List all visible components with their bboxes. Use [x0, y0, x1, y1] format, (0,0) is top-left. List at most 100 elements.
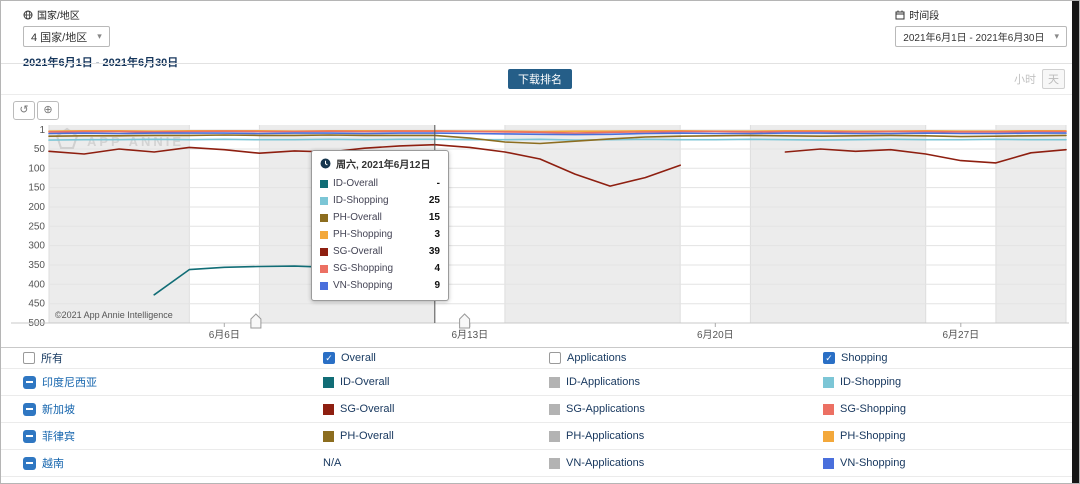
series-item[interactable]: PH-Shopping: [823, 430, 1079, 442]
series-swatch: [549, 457, 560, 469]
series-item[interactable]: VN-Applications: [549, 457, 823, 469]
collapse-icon[interactable]: [23, 375, 36, 389]
period-select[interactable]: 2021年6月1日 - 2021年6月30日 ▾: [895, 26, 1067, 47]
reset-zoom-icon: ↺: [19, 104, 29, 116]
legend-checkbox-applications[interactable]: Applications: [549, 352, 823, 364]
chevron-down-icon: ▾: [97, 31, 102, 41]
chevron-down-icon: ▾: [1054, 31, 1059, 41]
tooltip-row: SG-Overall 39: [320, 243, 440, 260]
series-swatch: [823, 457, 834, 469]
tooltip-row: ID-Overall -: [320, 175, 440, 192]
globe-icon: [23, 10, 33, 19]
series-swatch: [320, 264, 328, 273]
series-swatch: [549, 376, 560, 388]
series-swatch: [823, 403, 834, 415]
svg-text:6月20日: 6月20日: [697, 329, 734, 341]
granularity-hour[interactable]: 小时: [1014, 74, 1036, 86]
svg-text:450: 450: [28, 299, 45, 310]
granularity-day[interactable]: 天: [1042, 69, 1065, 89]
collapse-icon[interactable]: [23, 402, 36, 416]
series-item[interactable]: ID-Shopping: [823, 376, 1079, 388]
series-swatch: [323, 403, 334, 415]
zoom-in-button[interactable]: ⊕: [37, 101, 59, 120]
legend-row-singapore: 新加坡 SG-Overall SG-Applications SG-Shoppi…: [1, 396, 1079, 423]
reset-zoom-button[interactable]: ↺: [13, 101, 35, 120]
legend-checkbox-shopping[interactable]: Shopping: [823, 352, 1079, 364]
calendar-icon: [895, 10, 905, 19]
series-swatch: [320, 281, 328, 290]
legend-checkbox-overall[interactable]: Overall: [323, 352, 549, 364]
country-filter-label: 国家/地区: [23, 7, 178, 22]
country-select[interactable]: 4 国家/地区 ▾: [23, 26, 110, 47]
chart-tooltip: 周六, 2021年6月12日 ID-Overall - ID-Shopping …: [311, 150, 449, 301]
copyright: ©2021 App Annie Intelligence: [55, 310, 173, 320]
tooltip-date: 周六, 2021年6月12日: [336, 160, 431, 171]
country-filter-label-text: 国家/地区: [37, 11, 80, 22]
svg-text:50: 50: [34, 144, 46, 155]
legend-checkbox-all[interactable]: 所有: [23, 350, 323, 366]
tooltip-title: 周六, 2021年6月12日: [320, 156, 440, 171]
clock-icon: [320, 158, 331, 169]
collapse-icon[interactable]: [23, 429, 36, 443]
legend-row-philippines: 菲律宾 PH-Overall PH-Applications PH-Shoppi…: [1, 423, 1079, 450]
series-item[interactable]: PH-Overall: [323, 430, 549, 442]
series-swatch: [320, 213, 328, 222]
series-swatch: [549, 430, 560, 442]
window-edge: [1072, 1, 1079, 483]
period-select-value: 2021年6月1日 - 2021年6月30日: [903, 33, 1045, 44]
svg-text:200: 200: [28, 202, 45, 213]
svg-text:400: 400: [28, 279, 45, 290]
granularity-toggle: 小时 天: [1014, 64, 1065, 94]
series-swatch: [320, 179, 328, 188]
legend-row-indonesia: 印度尼西亚 ID-Overall ID-Applications ID-Shop…: [1, 369, 1079, 396]
svg-text:6月6日: 6月6日: [209, 329, 240, 341]
tooltip-row: SG-Shopping 4: [320, 260, 440, 277]
download-rankings-button[interactable]: 下载排名: [508, 69, 572, 89]
legend-table: 所有 Overall Applications Shopping 印度尼西亚: [1, 347, 1079, 477]
series-swatch: [323, 430, 334, 442]
series-swatch: [823, 430, 834, 442]
chart-area: ↺ ⊕ 1 50 100 150 200 250 300 350 400 450 500 6月6日 6月…: [1, 95, 1079, 347]
country-cell[interactable]: 越南: [23, 455, 323, 471]
country-cell[interactable]: 新加坡: [23, 401, 323, 417]
series-item[interactable]: ID-Applications: [549, 376, 823, 388]
series-swatch: [323, 376, 334, 388]
tooltip-row: PH-Overall 15: [320, 209, 440, 226]
watermark: APP ANNIE: [55, 127, 184, 149]
series-swatch: [320, 196, 328, 205]
tooltip-row: PH-Shopping 3: [320, 226, 440, 243]
chart-zoom-controls: ↺ ⊕: [13, 101, 59, 120]
series-item: N/A: [323, 457, 342, 469]
legend-header-row: 所有 Overall Applications Shopping: [1, 348, 1079, 369]
checkbox[interactable]: [823, 352, 835, 364]
checkbox[interactable]: [549, 352, 561, 364]
country-cell[interactable]: 印度尼西亚: [23, 374, 323, 390]
series-item[interactable]: SG-Overall: [323, 403, 549, 415]
svg-text:1: 1: [39, 125, 45, 136]
header: 国家/地区 4 国家/地区 ▾ 2021年6月1日 - 2021年6月30日 时…: [1, 1, 1079, 69]
period-filter-label-text: 时间段: [909, 11, 940, 22]
legend-row-vietnam: 越南 N/A VN-Applications VN-Shopping: [1, 450, 1079, 477]
series-item[interactable]: SG-Applications: [549, 403, 823, 415]
series-swatch: [823, 376, 834, 388]
series-item[interactable]: SG-Shopping: [823, 403, 1079, 415]
svg-text:6月13日: 6月13日: [451, 329, 488, 341]
zoom-in-icon: ⊕: [43, 104, 53, 116]
country-cell[interactable]: 菲律宾: [23, 428, 323, 444]
checkbox[interactable]: [323, 352, 335, 364]
checkbox[interactable]: [23, 352, 35, 364]
series-item[interactable]: ID-Overall: [323, 376, 549, 388]
country-filter-group: 国家/地区 4 国家/地区 ▾ 2021年6月1日 - 2021年6月30日: [23, 7, 178, 70]
tooltip-row: VN-Shopping 9: [320, 277, 440, 294]
series-swatch: [320, 230, 328, 239]
svg-text:300: 300: [28, 241, 45, 252]
series-item[interactable]: VN-Shopping: [823, 457, 1079, 469]
watermark-text: APP ANNIE: [87, 134, 184, 149]
collapse-icon[interactable]: [23, 456, 36, 470]
period-filter-label: 时间段: [895, 7, 1067, 22]
series-item[interactable]: PH-Applications: [549, 430, 823, 442]
country-select-value: 4 国家/地区: [31, 31, 88, 44]
svg-text:150: 150: [28, 183, 45, 194]
